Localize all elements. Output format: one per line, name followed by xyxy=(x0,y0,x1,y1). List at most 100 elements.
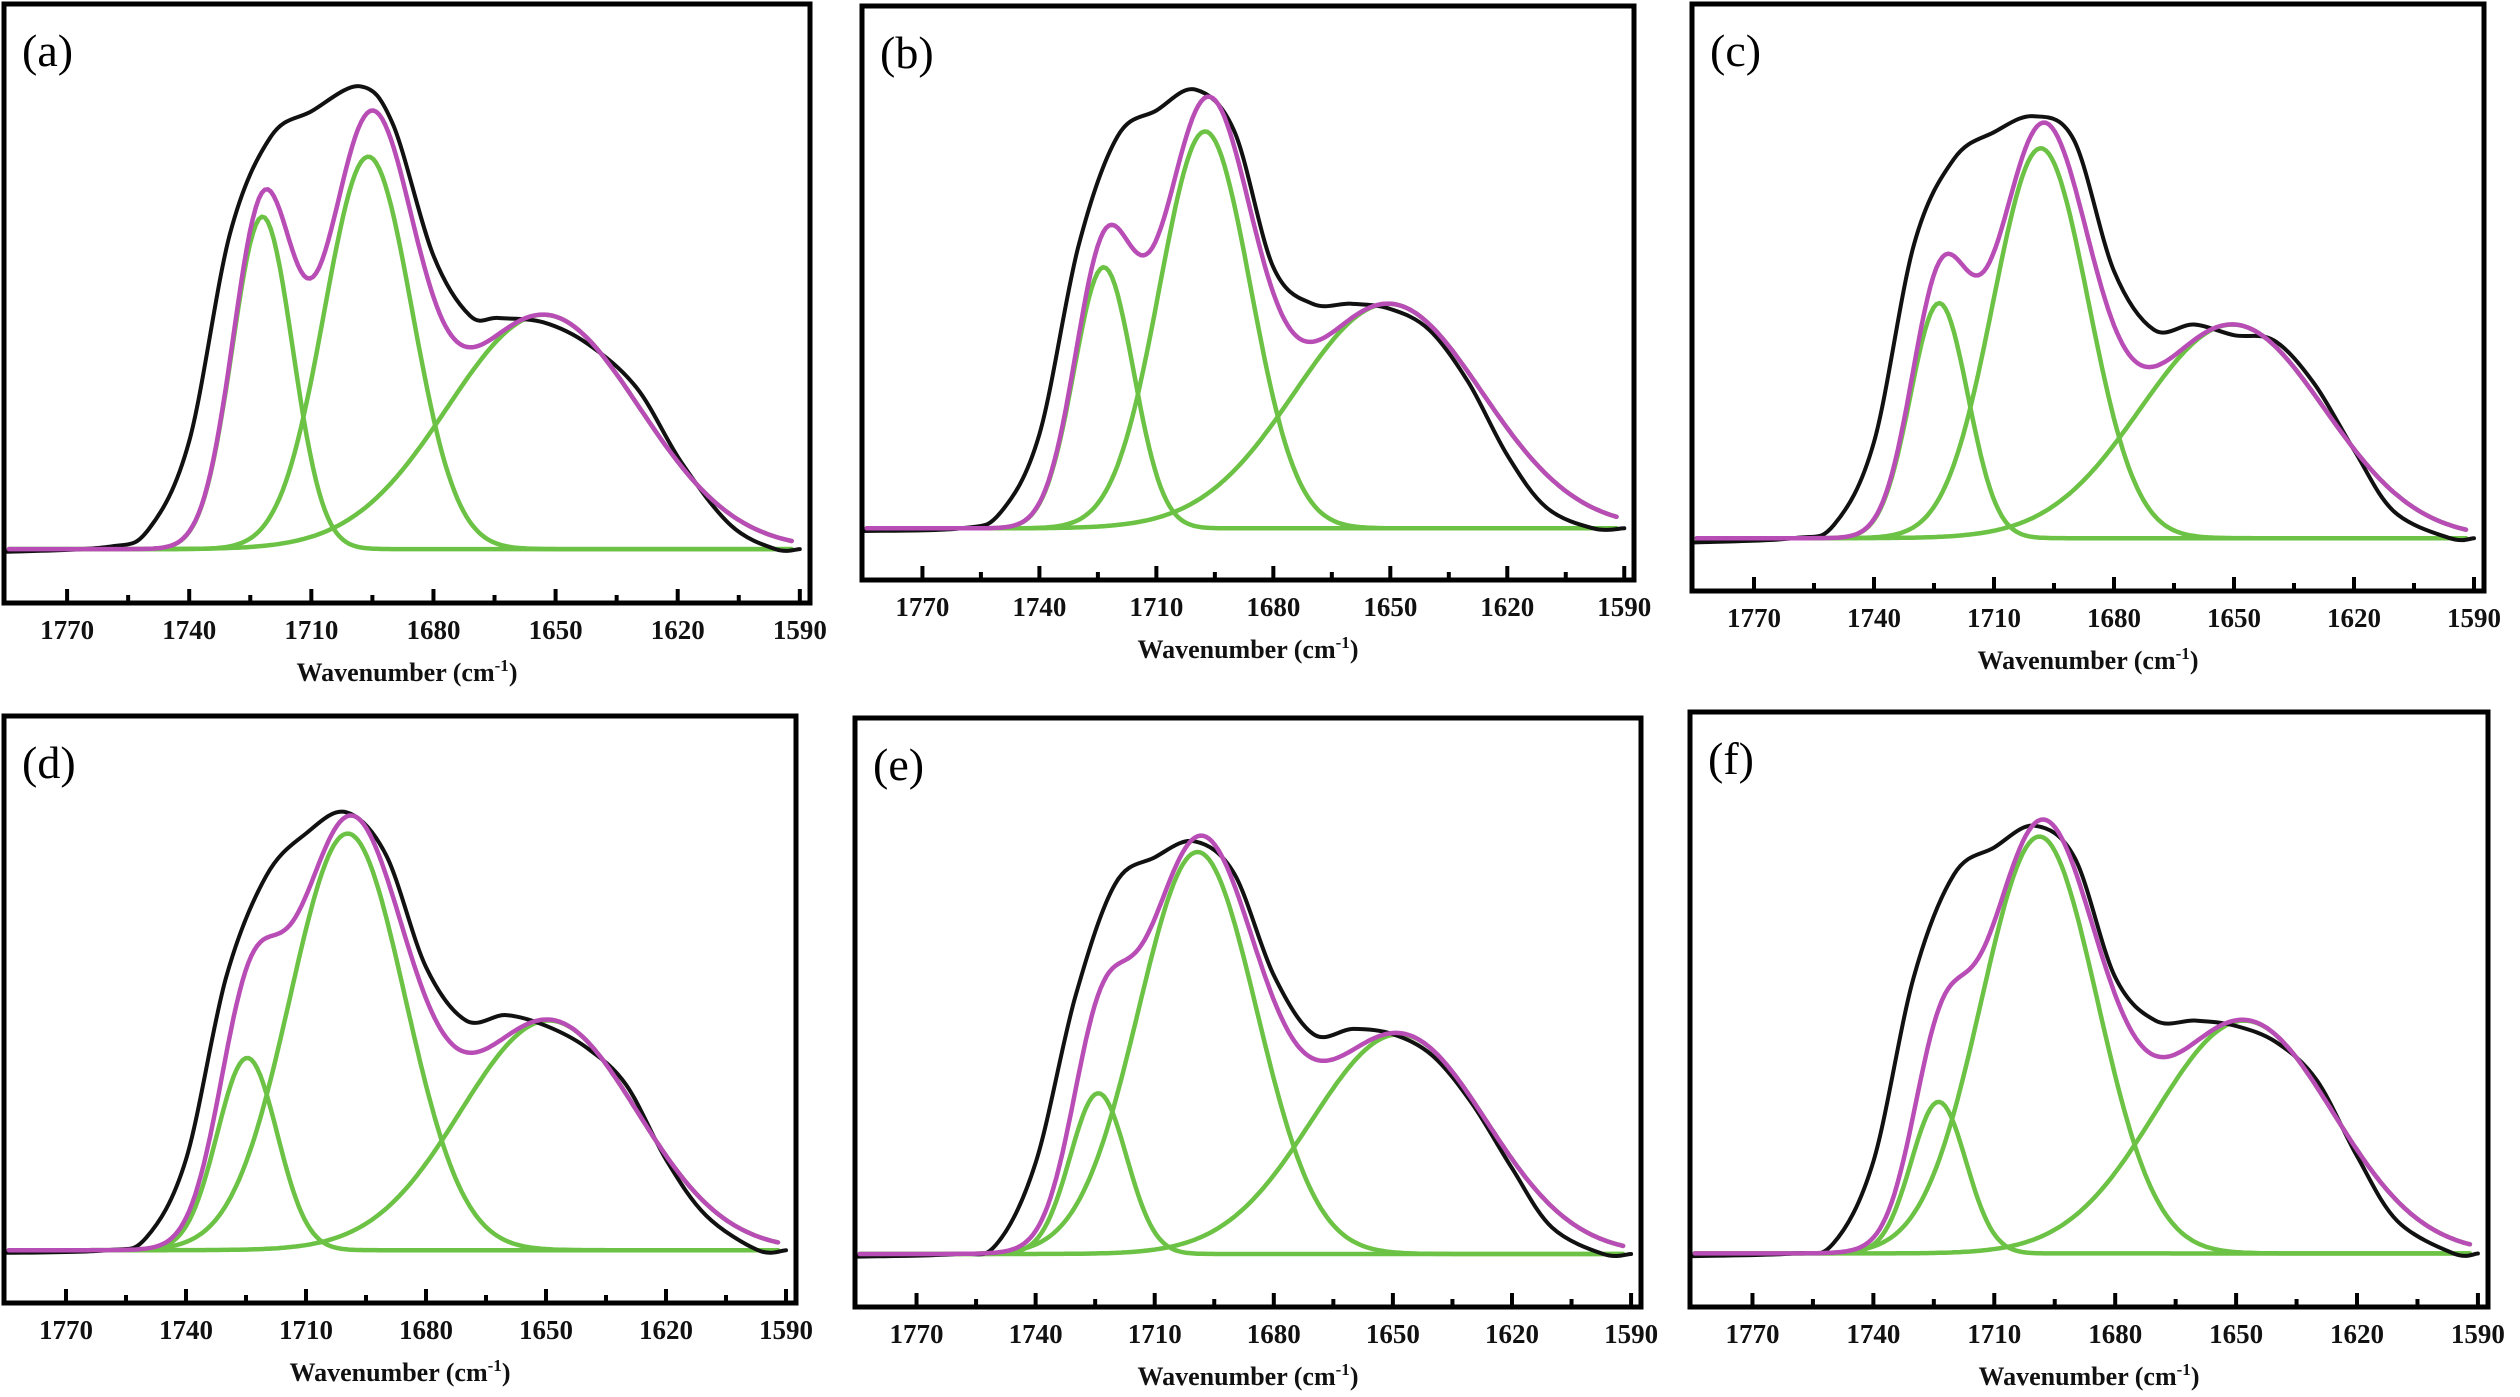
tick-label: 1620 xyxy=(1485,1319,1539,1349)
tick-label: 1770 xyxy=(1727,603,1781,633)
chart-svg: 1770 1740 1710 1680 1650 1620 1590 Wavenumber (… xyxy=(1687,709,2505,1391)
panel-letter: (d) xyxy=(22,737,76,788)
plot-frame xyxy=(1689,1,2487,594)
component-peak-3 xyxy=(6,312,794,552)
tick-label: 1710 xyxy=(284,615,338,645)
tick-label: 1650 xyxy=(2207,603,2261,633)
tick-label: 1590 xyxy=(1604,1319,1658,1349)
component-peak-3 xyxy=(857,1032,1626,1257)
fitted-sum-curve xyxy=(6,108,794,552)
panel-letter: (a) xyxy=(22,25,73,76)
experimental-spectrum xyxy=(1692,823,2480,1259)
tick-label: 1620 xyxy=(2327,603,2381,633)
panel-letter: (f) xyxy=(1708,733,1754,784)
x-axis-label: Wavenumber (cm-1) xyxy=(1979,1360,2200,1391)
chart-svg: 1770 1740 1710 1680 1650 1620 1590 Wavenumber (… xyxy=(1,713,813,1387)
plot-frame xyxy=(1,713,799,1306)
tick-label: 1620 xyxy=(639,1315,693,1345)
experimental-spectrum xyxy=(6,84,802,554)
tick-label: 1770 xyxy=(1725,1319,1779,1349)
chart-svg: 1770 1740 1710 1680 1650 1620 1590 Wavenumber (… xyxy=(852,715,1658,1391)
tick-label: 1710 xyxy=(1967,1319,2021,1349)
fitted-sum-curve xyxy=(6,813,781,1253)
component-peak-1 xyxy=(1692,1099,2473,1256)
tick-label: 1770 xyxy=(895,592,949,622)
tick-label: 1740 xyxy=(1846,1319,1900,1349)
panel-b: 1770 1740 1710 1680 1650 1620 1590 Wavenumber (… xyxy=(859,3,1651,664)
plot-area xyxy=(6,84,802,554)
tick-label: 1770 xyxy=(890,1319,944,1349)
tick-label: 1620 xyxy=(1480,592,1534,622)
panel-e: 1770 1740 1710 1680 1650 1620 1590 Wavenumber (… xyxy=(852,715,1658,1391)
tick-label: 1710 xyxy=(1967,603,2021,633)
x-axis-label: Wavenumber (cm-1) xyxy=(1138,1360,1359,1391)
component-peak-1 xyxy=(857,1091,1626,1257)
tick-label: 1740 xyxy=(1012,592,1066,622)
plot-frame xyxy=(859,3,1637,583)
panel-letter: (b) xyxy=(880,27,934,78)
x-axis-label: Wavenumber (cm-1) xyxy=(1978,644,2199,675)
tick-label: 1680 xyxy=(1247,1319,1301,1349)
experimental-spectrum xyxy=(6,809,788,1255)
plot-area xyxy=(857,833,1634,1259)
tick-label: 1650 xyxy=(1363,592,1417,622)
fitted-sum-curve xyxy=(1694,120,2469,541)
fitted-sum-curve xyxy=(1692,817,2473,1256)
component-peak-3 xyxy=(1694,322,2469,541)
component-peak-2 xyxy=(6,154,794,552)
tick-label: 1740 xyxy=(162,615,216,645)
component-peak-2 xyxy=(864,129,1619,531)
tick-label: 1590 xyxy=(2447,603,2501,633)
tick-label: 1740 xyxy=(1009,1319,1063,1349)
tick-label: 1680 xyxy=(2087,603,2141,633)
tick-label: 1650 xyxy=(1366,1319,1420,1349)
component-peak-3 xyxy=(864,301,1619,531)
component-peak-1 xyxy=(1694,300,2469,541)
plot-area xyxy=(1692,817,2480,1259)
tick-label: 1680 xyxy=(406,615,460,645)
tick-label: 1590 xyxy=(2451,1319,2505,1349)
tick-label: 1710 xyxy=(1129,592,1183,622)
tick-label: 1590 xyxy=(1597,592,1651,622)
tick-label: 1650 xyxy=(519,1315,573,1345)
plot-frame xyxy=(1,1,813,606)
x-axis-label: Wavenumber (cm-1) xyxy=(290,1356,511,1387)
tick-label: 1770 xyxy=(40,615,94,645)
tick-label: 1710 xyxy=(279,1315,333,1345)
tick-label: 1770 xyxy=(39,1315,93,1345)
chart-svg: 1770 1740 1710 1680 1650 1620 1590 Wavenumber (… xyxy=(1,1,827,687)
panel-letter: (e) xyxy=(873,739,924,790)
tick-label: 1620 xyxy=(651,615,705,645)
tick-label: 1740 xyxy=(1847,603,1901,633)
x-axis-label: Wavenumber (cm-1) xyxy=(297,656,518,687)
component-peak-1 xyxy=(864,264,1619,531)
plot-area xyxy=(864,87,1627,533)
tick-label: 1740 xyxy=(159,1315,213,1345)
fitted-sum-curve xyxy=(857,833,1626,1257)
tick-label: 1710 xyxy=(1128,1319,1182,1349)
plot-area xyxy=(6,809,788,1255)
fitted-sum-curve xyxy=(864,94,1619,531)
tick-label: 1680 xyxy=(1246,592,1300,622)
component-peak-3 xyxy=(6,1018,781,1253)
tick-label: 1650 xyxy=(2209,1319,2263,1349)
plot-area xyxy=(1694,114,2476,545)
tick-label: 1680 xyxy=(2088,1319,2142,1349)
experimental-spectrum xyxy=(864,87,1627,533)
plot-frame xyxy=(852,715,1644,1310)
plot-frame xyxy=(1687,709,2491,1310)
experimental-spectrum xyxy=(857,838,1634,1259)
tick-label: 1650 xyxy=(529,615,583,645)
tick-label: 1590 xyxy=(759,1315,813,1345)
chart-svg: 1770 1740 1710 1680 1650 1620 1590 Wavenumber (… xyxy=(1689,1,2501,675)
chart-svg: 1770 1740 1710 1680 1650 1620 1590 Wavenumber (… xyxy=(859,3,1651,664)
panel-a: 1770 1740 1710 1680 1650 1620 1590 Wavenumber (… xyxy=(1,1,827,687)
component-peak-3 xyxy=(1692,1018,2473,1256)
x-axis-label: Wavenumber (cm-1) xyxy=(1138,633,1359,664)
tick-label: 1680 xyxy=(399,1315,453,1345)
component-peak-1 xyxy=(6,214,794,552)
panel-f: 1770 1740 1710 1680 1650 1620 1590 Wavenumber (… xyxy=(1687,709,2505,1391)
panel-d: 1770 1740 1710 1680 1650 1620 1590 Wavenumber (… xyxy=(1,713,813,1387)
tick-label: 1590 xyxy=(773,615,827,645)
panel-c: 1770 1740 1710 1680 1650 1620 1590 Wavenumber (… xyxy=(1689,1,2501,675)
